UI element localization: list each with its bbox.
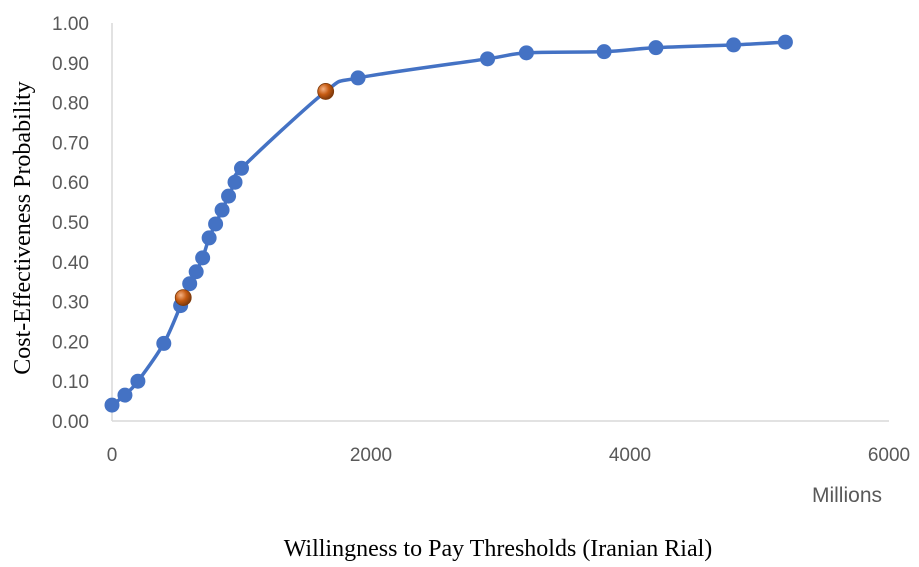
- data-point: [518, 45, 534, 61]
- data-point: [195, 250, 211, 266]
- y-tick-label: 0.10: [52, 372, 89, 393]
- y-tick-label: 0.70: [52, 133, 89, 154]
- data-point: [350, 70, 366, 86]
- data-point: [117, 387, 133, 403]
- y-tick-label: 0.40: [52, 253, 89, 274]
- data-point: [234, 160, 249, 176]
- x-tick-label: 6000: [868, 445, 910, 466]
- data-point: [201, 230, 217, 246]
- data-point: [130, 373, 146, 389]
- highlighted-point: [174, 289, 192, 307]
- axes: [111, 23, 889, 422]
- data-point: [156, 335, 172, 351]
- highlight-layer: [174, 83, 335, 307]
- data-point: [480, 51, 496, 67]
- data-point: [182, 276, 198, 292]
- y-tick-label: 0.20: [52, 332, 89, 353]
- y-tick-label: 0.90: [52, 54, 89, 75]
- y-tick-label: 0.00: [52, 412, 89, 433]
- data-point: [208, 216, 224, 232]
- y-tick-label: 1.00: [52, 14, 89, 35]
- y-tick-label: 0.30: [52, 293, 89, 314]
- data-point: [596, 44, 612, 60]
- data-point: [227, 174, 243, 190]
- data-point: [726, 37, 742, 53]
- x-tick-label: 0: [107, 445, 118, 466]
- y-tick-label: 0.50: [52, 213, 89, 234]
- y-tick-label: 0.60: [52, 173, 89, 194]
- data-point: [648, 40, 664, 56]
- data-point: [214, 202, 230, 218]
- data-point: [221, 188, 237, 204]
- y-tick-labels: 0.00 0.10 0.20 0.30 0.40 0.50 0.60 0.70 0.80 0.90…: [52, 14, 89, 433]
- highlighted-point: [317, 83, 335, 100]
- y-axis-title: Cost-Effectiveness Probability: [10, 81, 36, 375]
- x-tick-label: 4000: [609, 445, 651, 466]
- data-point: [188, 264, 204, 280]
- x-unit-label: Millions: [812, 484, 882, 507]
- x-axis-title: Willingness to Pay Thresholds (Iranian R…: [284, 536, 713, 562]
- y-tick-label: 0.80: [52, 94, 89, 115]
- x-tick-labels: 0 2000 4000 6000: [107, 445, 910, 466]
- data-point: [777, 34, 793, 50]
- x-tick-label: 2000: [350, 445, 392, 466]
- marker-layer: [104, 34, 793, 413]
- data-point: [104, 397, 120, 413]
